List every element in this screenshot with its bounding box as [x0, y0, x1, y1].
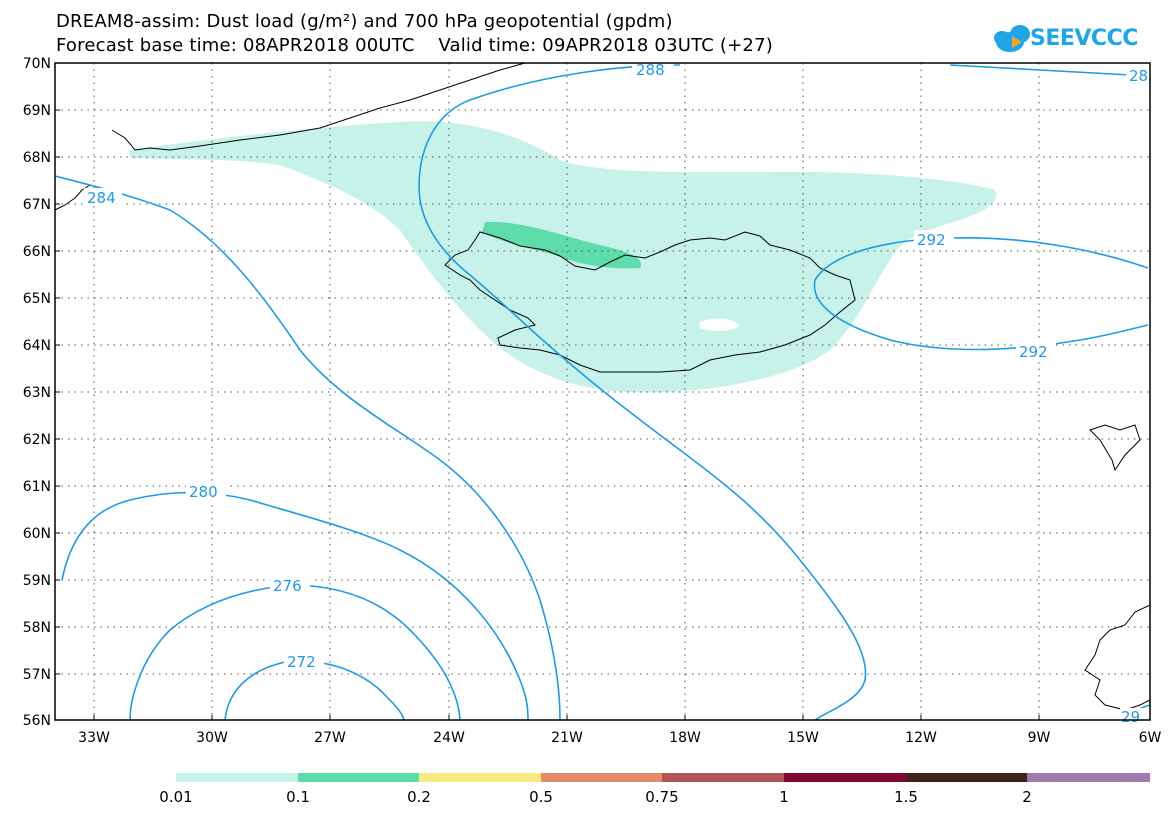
dust-region-mid	[482, 221, 641, 269]
colorbar-swatch	[176, 773, 298, 782]
colorbar	[176, 773, 1150, 782]
lon-label: 27W	[314, 730, 346, 746]
cloud-icon	[994, 25, 1030, 52]
colorbar-swatch	[784, 773, 906, 782]
colorbar-label: 2	[1022, 788, 1032, 806]
contour-28x-ne	[949, 64, 1131, 76]
scotland-coast	[1084, 604, 1151, 711]
map-subtitle: Forecast base time: 08APR2018 00UTC Vali…	[56, 35, 773, 56]
colorbar-label: 0.75	[645, 788, 678, 806]
contour-292	[813, 236, 1149, 351]
lon-label: 30W	[196, 730, 228, 746]
lon-labels: 33W 30W 27W 24W 21W 18W 15W 12W 9W 6W	[78, 730, 1161, 746]
colorbar-swatch	[298, 773, 419, 782]
seevccc-logo	[994, 25, 1030, 52]
contour-label: 276	[273, 577, 302, 595]
contour-label: 28	[1129, 67, 1148, 85]
lat-label: 56N	[23, 713, 51, 729]
colorbar-label: 0.01	[159, 788, 192, 806]
grid-lines	[55, 63, 1150, 720]
lon-label: 24W	[433, 730, 465, 746]
colorbar-swatch	[906, 773, 1027, 782]
contour-label: 284	[87, 189, 116, 207]
contour-labels: 288 28 284 292 292 280 276 272 29	[84, 60, 1150, 726]
colorbar-label: 0.5	[529, 788, 553, 806]
contour-284	[54, 175, 561, 721]
lat-labels: 70N 69N 68N 67N 66N 65N 64N 63N 62N 61N …	[23, 56, 51, 729]
contour-label: 280	[189, 483, 218, 501]
colorbar-swatch	[1027, 773, 1150, 782]
lat-label: 66N	[23, 244, 51, 260]
dust-clear-spot	[700, 318, 740, 331]
colorbar-swatch	[541, 773, 662, 782]
lat-label: 68N	[23, 150, 51, 166]
lon-axis	[93, 715, 1040, 720]
lat-axis	[55, 62, 60, 721]
contour-272	[224, 660, 405, 721]
logo-text: SEEVCCC	[1030, 26, 1138, 51]
lat-label: 70N	[23, 56, 51, 72]
lat-label: 69N	[23, 103, 51, 119]
lat-label: 60N	[23, 526, 51, 542]
colorbar-labels: 0.01 0.1 0.2 0.5 0.75 1 1.5 2	[159, 788, 1031, 806]
colorbar-swatch	[419, 773, 541, 782]
lon-label: 15W	[787, 730, 819, 746]
dust-shading	[130, 121, 997, 393]
lat-label: 67N	[23, 197, 51, 213]
map-title: DREAM8-assim: Dust load (g/m²) and 700 h…	[56, 11, 673, 32]
colorbar-label: 0.1	[286, 788, 310, 806]
contour-label: 29	[1121, 708, 1140, 726]
colorbar-label: 1.5	[894, 788, 918, 806]
lat-label: 64N	[23, 338, 51, 354]
colorbar-swatch	[662, 773, 784, 782]
norway-coast	[1089, 424, 1141, 472]
lat-label: 57N	[23, 667, 51, 683]
geopotential-contours	[54, 64, 1151, 721]
lon-label: 6W	[1139, 730, 1162, 746]
lon-label: 12W	[905, 730, 937, 746]
contour-label: 288	[636, 61, 665, 79]
greenland-coast	[111, 62, 526, 151]
lon-label: 18W	[669, 730, 701, 746]
lon-label: 33W	[78, 730, 110, 746]
lat-label: 59N	[23, 573, 51, 589]
lat-label: 62N	[23, 432, 51, 448]
lat-label: 58N	[23, 620, 51, 636]
contour-label: 272	[287, 653, 316, 671]
contour-label: 292	[917, 231, 946, 249]
lon-label: 21W	[551, 730, 583, 746]
lat-label: 65N	[23, 291, 51, 307]
contour-280	[61, 491, 529, 721]
colorbar-label: 0.2	[407, 788, 431, 806]
lat-label: 61N	[23, 479, 51, 495]
colorbar-label: 1	[779, 788, 789, 806]
contour-label: 292	[1019, 343, 1048, 361]
lon-label: 9W	[1028, 730, 1051, 746]
contour-288	[418, 64, 867, 721]
lat-label: 63N	[23, 385, 51, 401]
